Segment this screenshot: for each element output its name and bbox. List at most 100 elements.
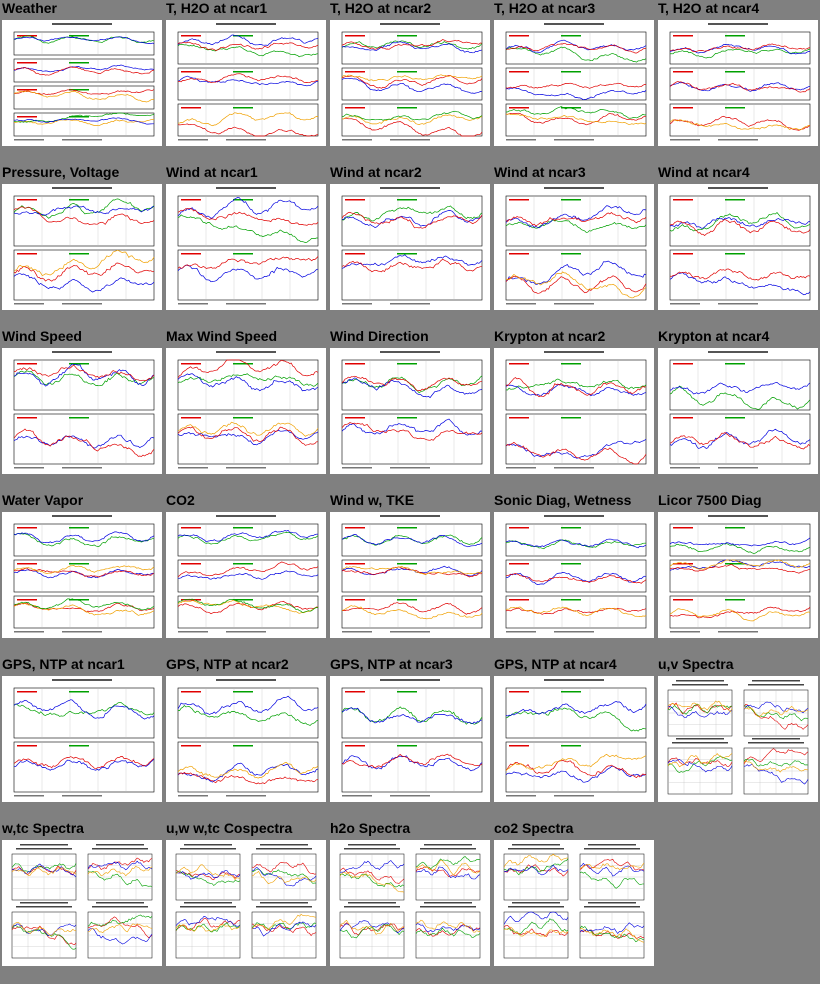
spectra-spectrum-line [11,922,77,936]
plot-thumbnail-link[interactable] [494,676,654,802]
timeseries-series-line [669,428,811,449]
timeseries-series-line [669,382,811,395]
timeseries-series-line [341,753,483,769]
plot-thumbnail-image [166,184,326,310]
plot-thumbnail-link[interactable] [494,20,654,146]
timeseries-series-line [13,531,155,544]
timeseries-series-line [177,762,319,779]
timeseries-series-line [13,428,155,457]
plot-title: co2 Spectra [494,820,574,836]
plot-title: Max Wind Speed [166,328,278,344]
timeseries-series-line [669,119,811,131]
timeseries-series-line [505,573,647,584]
spectra-spectrum-line [415,856,481,870]
plot-thumbnail-image [658,348,818,474]
plot-thumbnail-link[interactable] [658,512,818,638]
spectra-spectrum-line [667,753,733,768]
plot-thumbnail-link[interactable] [2,512,162,638]
plot-thumbnail-link[interactable] [494,348,654,474]
timeseries-series-line [505,572,647,585]
timeseries-series-line [669,543,811,554]
spectra-spectrum-line [579,862,645,870]
spectra-spectrum-line [87,860,153,871]
plot-thumbnail-link[interactable] [494,840,654,966]
plot-thumbnail-image [330,512,490,638]
timeseries-series-line [669,559,811,571]
plot-title: GPS, NTP at ncar1 [2,656,125,672]
timeseries-series-line [13,36,155,45]
plot-title: Wind Direction [330,328,429,344]
plot-thumbnail-link[interactable] [658,184,818,310]
plot-thumbnail-image [494,512,654,638]
plot-thumbnail-link[interactable] [2,676,162,802]
plot-thumbnail-link[interactable] [494,512,654,638]
plot-thumbnail-image [330,348,490,474]
plot-thumbnail-link[interactable] [166,840,326,966]
timeseries-series-line [177,256,319,269]
plot-thumbnail-link[interactable] [494,184,654,310]
plot-thumbnail-link[interactable] [330,348,490,474]
timeseries-series-line [341,40,483,50]
plot-thumbnail-image [166,512,326,638]
plot-title: Wind w, TKE [330,492,415,508]
plot-thumbnail-link[interactable] [166,184,326,310]
plot-thumbnail-image [330,20,490,146]
plot-thumbnail-link[interactable] [2,840,162,966]
timeseries-series-line [13,598,155,611]
timeseries-series-line [341,77,483,94]
timeseries-series-line [13,533,155,547]
timeseries-series-line [177,529,319,543]
plot-thumbnail-image [330,676,490,802]
timeseries-series-line [13,602,155,616]
timeseries-series-line [13,262,155,282]
timeseries-series-line [341,211,483,229]
plot-thumbnail-link[interactable] [330,840,490,966]
plot-thumbnail-link[interactable] [330,184,490,310]
spectra-spectrum-line [503,918,569,935]
timeseries-series-line [177,75,319,87]
spectra-spectrum-line [579,927,645,943]
timeseries-series-line [13,64,155,73]
plot-thumbnail-link[interactable] [330,676,490,802]
timeseries-series-line [669,385,811,410]
spectra-spectrum-line [175,870,241,880]
plot-thumbnail-link[interactable] [166,676,326,802]
plot-thumbnail-image [166,20,326,146]
plot-title: Wind at ncar2 [330,164,422,180]
plot-thumbnail-link[interactable] [166,348,326,474]
plot-thumbnail-link[interactable] [166,20,326,146]
plot-thumbnail-link[interactable] [658,20,818,146]
timeseries-series-line [177,34,319,46]
spectra-spectrum-line [339,873,405,888]
timeseries-series-line [177,41,319,51]
timeseries-series-line [13,198,155,219]
plot-thumbnail-link[interactable] [330,512,490,638]
plot-title: Water Vapor [2,492,84,508]
timeseries-series-line [505,765,647,783]
plot-title: T, H2O at ncar1 [166,0,268,16]
plot-thumbnail-link[interactable] [330,20,490,146]
spectra-spectrum-line [743,703,809,730]
spectra-spectrum-line [87,928,153,945]
plot-thumbnail-link[interactable] [2,348,162,474]
spectra-spectrum-line [579,925,645,943]
timeseries-series-line [341,706,483,725]
plot-thumbnail-link[interactable] [2,20,162,146]
timeseries-series-line [341,605,483,620]
spectra-spectrum-line [503,924,569,937]
timeseries-series-line [13,699,155,720]
spectra-spectrum-line [503,853,569,868]
timeseries-series-line [669,81,811,93]
plot-thumbnail-link[interactable] [658,348,818,474]
timeseries-series-line [505,106,647,119]
plot-thumbnail-link[interactable] [2,184,162,310]
plot-title: Wind at ncar4 [658,164,750,180]
spectra-spectrum-line [339,860,405,873]
plot-thumbnail-link[interactable] [166,512,326,638]
timeseries-series-line [669,43,811,53]
plot-thumbnail-image [330,840,490,966]
timeseries-series-line [669,43,810,55]
plot-thumbnail-image [494,184,654,310]
plot-thumbnail-link[interactable] [658,676,818,802]
plot-thumbnail-image [658,512,818,638]
